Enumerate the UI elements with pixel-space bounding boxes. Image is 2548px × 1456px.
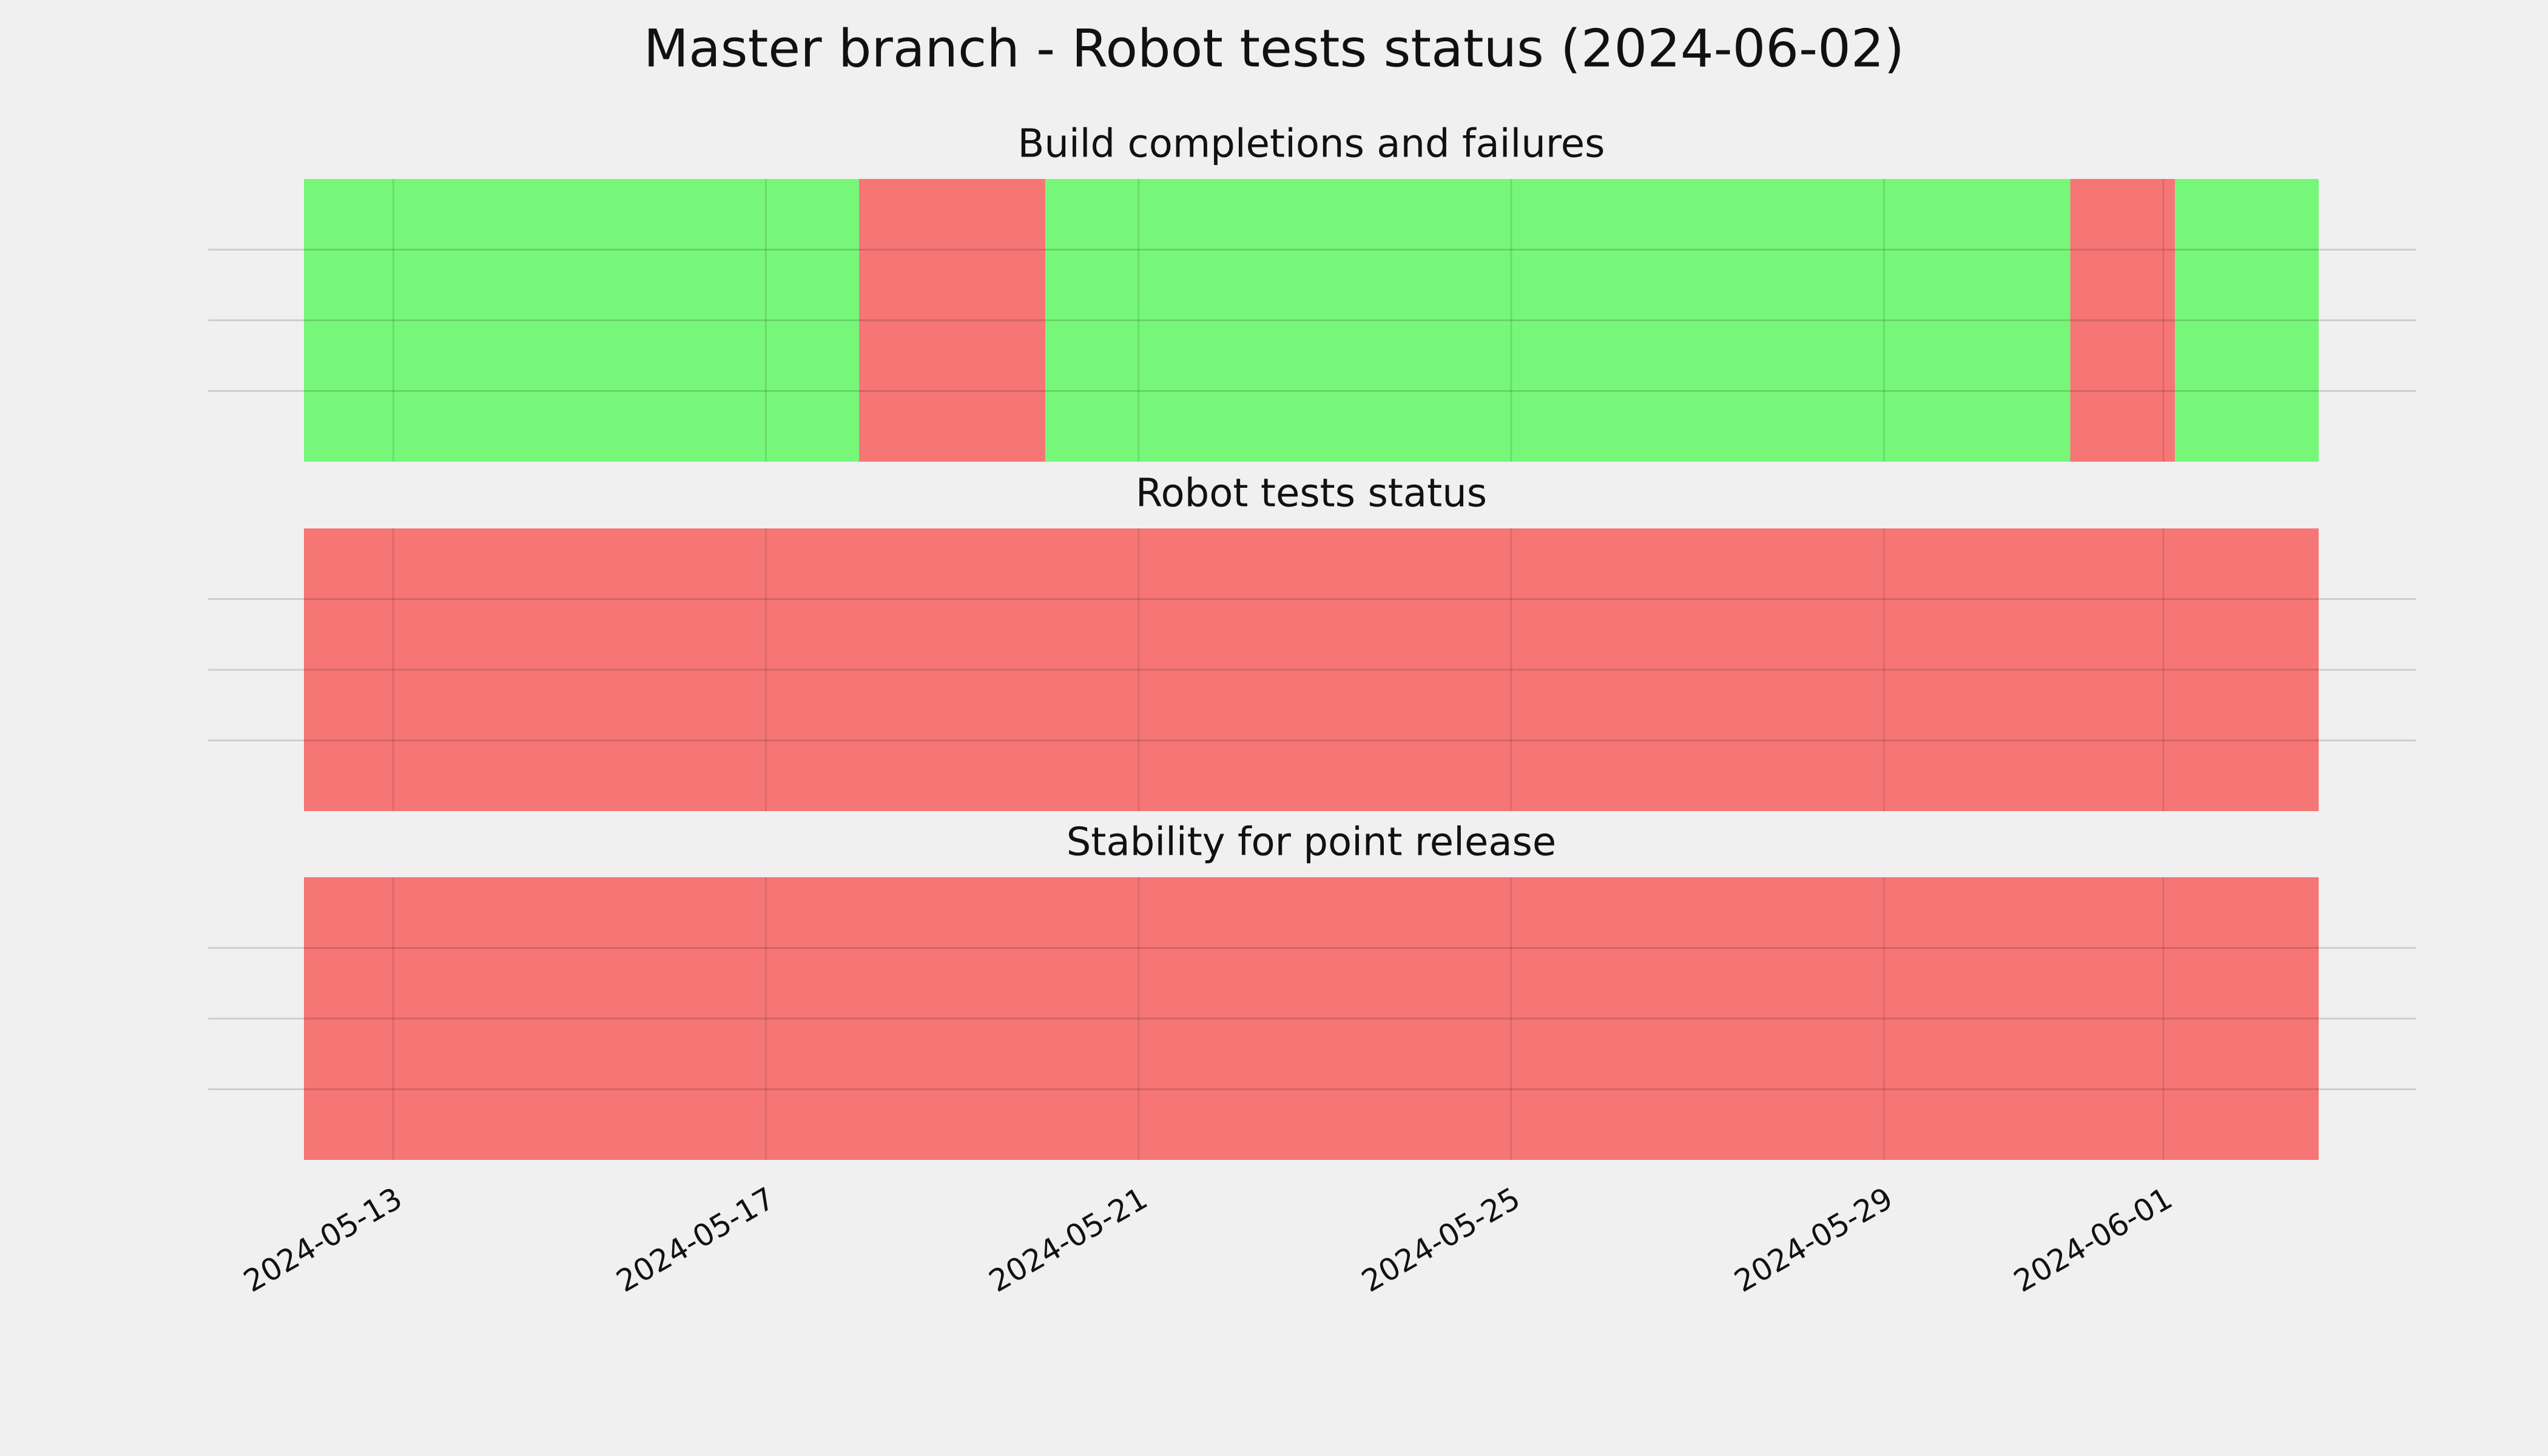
status-span — [304, 877, 2319, 1160]
panel-title: Stability for point release — [1067, 820, 1557, 865]
status-span — [859, 179, 1046, 462]
status-span — [1045, 179, 2071, 462]
status-span — [304, 179, 860, 462]
status-span — [2175, 179, 2319, 462]
panel-title: Build completions and failures — [1018, 122, 1605, 167]
x-tick-label: 2024-05-25 — [1356, 1181, 1526, 1299]
chart-title: Master branch - Robot tests status (2024… — [644, 18, 1904, 79]
x-tick-label: 2024-06-01 — [2008, 1181, 2179, 1299]
x-tick-label: 2024-05-13 — [238, 1181, 408, 1299]
x-tick-label: 2024-05-21 — [983, 1181, 1154, 1299]
x-tick-label: 2024-05-29 — [1728, 1181, 1899, 1299]
status-span — [304, 528, 2319, 811]
status-span — [2070, 179, 2176, 462]
panel-title: Robot tests status — [1136, 471, 1487, 516]
x-tick-label: 2024-05-17 — [610, 1181, 781, 1299]
